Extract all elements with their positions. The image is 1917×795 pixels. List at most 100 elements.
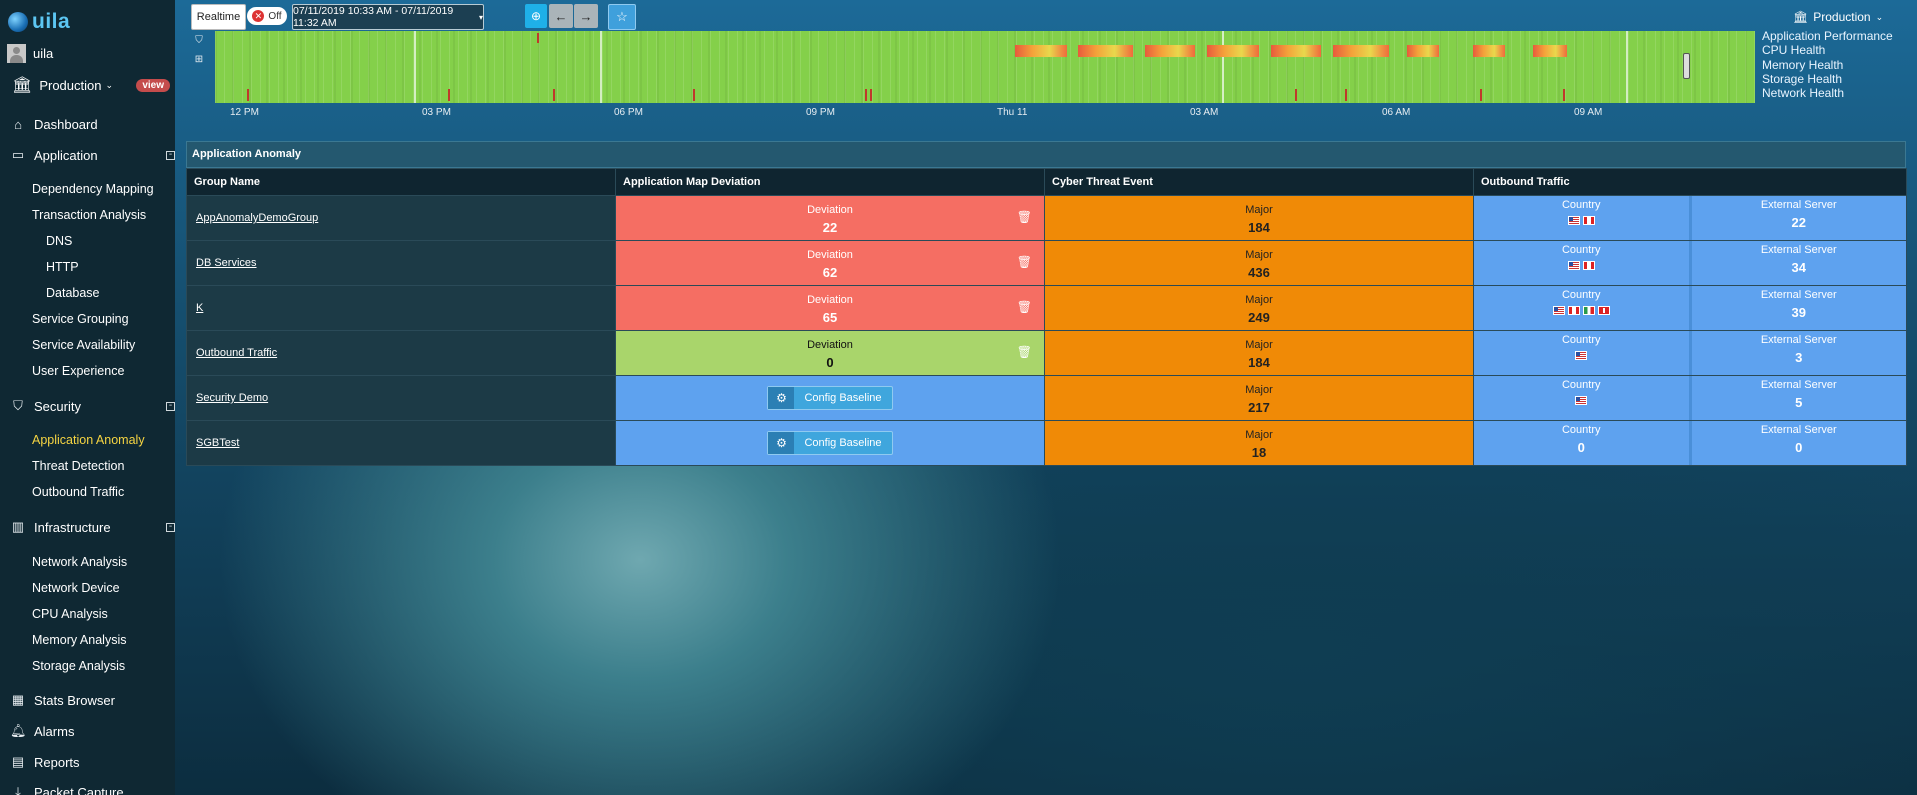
nav-label: Security bbox=[34, 398, 81, 414]
group-link[interactable]: SGBTest bbox=[196, 437, 240, 449]
view-badge[interactable]: view bbox=[136, 78, 170, 92]
nav-service-availability[interactable]: Service Availability bbox=[0, 337, 175, 353]
country-label: Country bbox=[1561, 244, 1601, 256]
nav-transaction-analysis[interactable]: Transaction Analysis - bbox=[0, 207, 175, 223]
country-cell[interactable]: Country bbox=[1474, 286, 1692, 330]
nav-cpu-analysis[interactable]: CPU Analysis bbox=[0, 606, 175, 622]
nav-database[interactable]: Database bbox=[0, 285, 175, 301]
collapse-icon[interactable]: - bbox=[166, 521, 175, 532]
nav-outbound-traffic[interactable]: Outbound Traffic bbox=[0, 484, 175, 500]
group-link[interactable]: AppAnomalyDemoGroup bbox=[196, 212, 319, 224]
nav-application-anomaly[interactable]: Application Anomaly bbox=[0, 432, 175, 448]
trash-icon[interactable]: 🗑︎ bbox=[1016, 300, 1032, 314]
expand-icon[interactable]: ⊞ bbox=[194, 54, 204, 65]
collapse-icon[interactable]: - bbox=[166, 149, 175, 160]
threat-cell[interactable]: Major 184 bbox=[1044, 195, 1474, 241]
zoom-in-button[interactable]: ⊕ bbox=[525, 4, 547, 28]
timeline-handle[interactable] bbox=[1683, 53, 1690, 79]
health-legend: Application Performance CPU Health Memor… bbox=[1762, 29, 1893, 100]
country-cell[interactable]: Country bbox=[1474, 376, 1692, 420]
nav-dns[interactable]: DNS bbox=[0, 233, 175, 249]
nav-dashboard[interactable]: ⌂ Dashboard bbox=[0, 116, 175, 132]
country-cell[interactable]: Country bbox=[1474, 241, 1692, 285]
threat-cell[interactable]: Major 184 bbox=[1044, 330, 1474, 376]
threat-cell[interactable]: Major 249 bbox=[1044, 285, 1474, 331]
threat-cell[interactable]: Major 217 bbox=[1044, 375, 1474, 421]
trash-icon[interactable]: 🗑︎ bbox=[1016, 210, 1032, 224]
environment-selector[interactable]: 🏛 Production ⌄ view bbox=[12, 75, 170, 95]
environment-dropdown[interactable]: 🏛 Production ⌄ bbox=[1793, 10, 1883, 24]
canada-flag-icon bbox=[1567, 306, 1580, 315]
deviation-cell[interactable]: Deviation 65 🗑︎ bbox=[615, 285, 1045, 331]
deviation-cell[interactable]: Deviation 22 🗑︎ bbox=[615, 195, 1045, 241]
nav-network-analysis[interactable]: Network Analysis bbox=[0, 554, 175, 570]
nav-service-grouping[interactable]: Service Grouping bbox=[0, 311, 175, 327]
group-link[interactable]: Outbound Traffic bbox=[196, 347, 278, 359]
timeline-tick: 12 PM bbox=[230, 107, 259, 118]
group-link[interactable]: Security Demo bbox=[196, 392, 269, 404]
health-event bbox=[1295, 89, 1297, 101]
country-label: Country bbox=[1561, 289, 1601, 301]
external-server-cell[interactable]: External Server 0 bbox=[1692, 421, 1907, 465]
trash-icon[interactable]: 🗑︎ bbox=[1016, 345, 1032, 359]
nav-reports[interactable]: ▤ Reports bbox=[0, 754, 175, 770]
nav-memory-analysis[interactable]: Memory Analysis bbox=[0, 632, 175, 648]
previous-button[interactable]: ← bbox=[549, 4, 573, 28]
nav-label: Stats Browser bbox=[34, 692, 115, 708]
nav-dependency-mapping[interactable]: Dependency Mapping bbox=[0, 181, 175, 197]
shield-icon[interactable]: ⛉ bbox=[195, 35, 203, 46]
country-cell[interactable]: Country 0 bbox=[1474, 421, 1692, 465]
timeline-tick: 09 PM bbox=[806, 107, 835, 118]
deviation-cell[interactable]: Deviation 62 🗑︎ bbox=[615, 240, 1045, 286]
external-server-cell[interactable]: External Server 3 bbox=[1692, 331, 1907, 375]
threat-value: 249 bbox=[1248, 310, 1270, 325]
country-cell[interactable]: Country bbox=[1474, 196, 1692, 240]
nav-threat-detection[interactable]: Threat Detection bbox=[0, 458, 175, 474]
nav-network-device[interactable]: Network Device bbox=[0, 580, 175, 596]
us-flag-icon bbox=[1567, 261, 1580, 270]
bookmark-button[interactable]: ☆ bbox=[608, 4, 636, 30]
realtime-button[interactable]: Realtime bbox=[191, 4, 246, 30]
health-event bbox=[1480, 89, 1482, 101]
user-profile[interactable]: uila bbox=[7, 44, 53, 63]
nav-stats-browser[interactable]: ▦ Stats Browser bbox=[0, 692, 175, 708]
nav-http[interactable]: HTTP bbox=[0, 259, 175, 275]
legend-storage-health: Storage Health bbox=[1762, 71, 1843, 86]
logo[interactable]: uila bbox=[8, 10, 70, 34]
bank-icon: 🏛 bbox=[12, 77, 33, 94]
next-button[interactable]: → bbox=[574, 4, 598, 28]
nav-user-experience[interactable]: User Experience bbox=[0, 363, 175, 379]
nav-application[interactable]: ▭ Application - bbox=[0, 147, 175, 163]
external-server-cell[interactable]: External Server 39 bbox=[1692, 286, 1907, 330]
external-server-cell[interactable]: External Server 34 bbox=[1692, 241, 1907, 285]
date-range-picker[interactable]: 07/11/2019 10:33 AM - 07/11/2019 11:32 A… bbox=[292, 4, 484, 30]
shield-icon: ⛉ bbox=[13, 398, 23, 413]
trash-icon[interactable]: 🗑︎ bbox=[1016, 255, 1032, 269]
group-link[interactable]: DB Services bbox=[196, 257, 257, 269]
nav-alarms[interactable]: 🔔︎ Alarms bbox=[0, 723, 175, 739]
collapse-icon[interactable]: - bbox=[166, 400, 175, 411]
external-server-cell[interactable]: External Server 22 bbox=[1692, 196, 1907, 240]
external-server-cell[interactable]: External Server 5 bbox=[1692, 376, 1907, 420]
threat-cell[interactable]: Major 436 bbox=[1044, 240, 1474, 286]
bell-icon: 🔔︎ bbox=[10, 723, 27, 738]
config-baseline-button[interactable]: ⚙ Config Baseline bbox=[767, 431, 893, 455]
group-link[interactable]: K bbox=[196, 302, 204, 314]
nav-label: Outbound Traffic bbox=[32, 485, 125, 499]
nav-security[interactable]: ⛉ Security - bbox=[0, 398, 175, 414]
realtime-toggle[interactable]: ✕ Off bbox=[247, 7, 287, 25]
external-value: 0 bbox=[1795, 440, 1803, 455]
health-timeline[interactable] bbox=[215, 31, 1755, 103]
timeline-tick: 03 PM bbox=[422, 107, 451, 118]
deviation-cell[interactable]: Deviation 0 🗑︎ bbox=[615, 330, 1045, 376]
nav-storage-analysis[interactable]: Storage Analysis bbox=[0, 658, 175, 674]
nav-infrastructure[interactable]: ▥ Infrastructure - bbox=[0, 519, 175, 535]
outbound-cell: Country External Server 22 bbox=[1473, 195, 1907, 241]
legend-memory-health: Memory Health bbox=[1762, 57, 1844, 72]
country-cell[interactable]: Country bbox=[1474, 331, 1692, 375]
config-baseline-button[interactable]: ⚙ Config Baseline bbox=[767, 386, 893, 410]
nav-packet-capture[interactable]: ⤓ Packet Capture bbox=[0, 784, 175, 795]
threat-cell[interactable]: Major 18 bbox=[1044, 420, 1474, 466]
deviation-label: Deviation bbox=[807, 249, 853, 261]
arrow-left-icon: ← bbox=[554, 8, 568, 24]
